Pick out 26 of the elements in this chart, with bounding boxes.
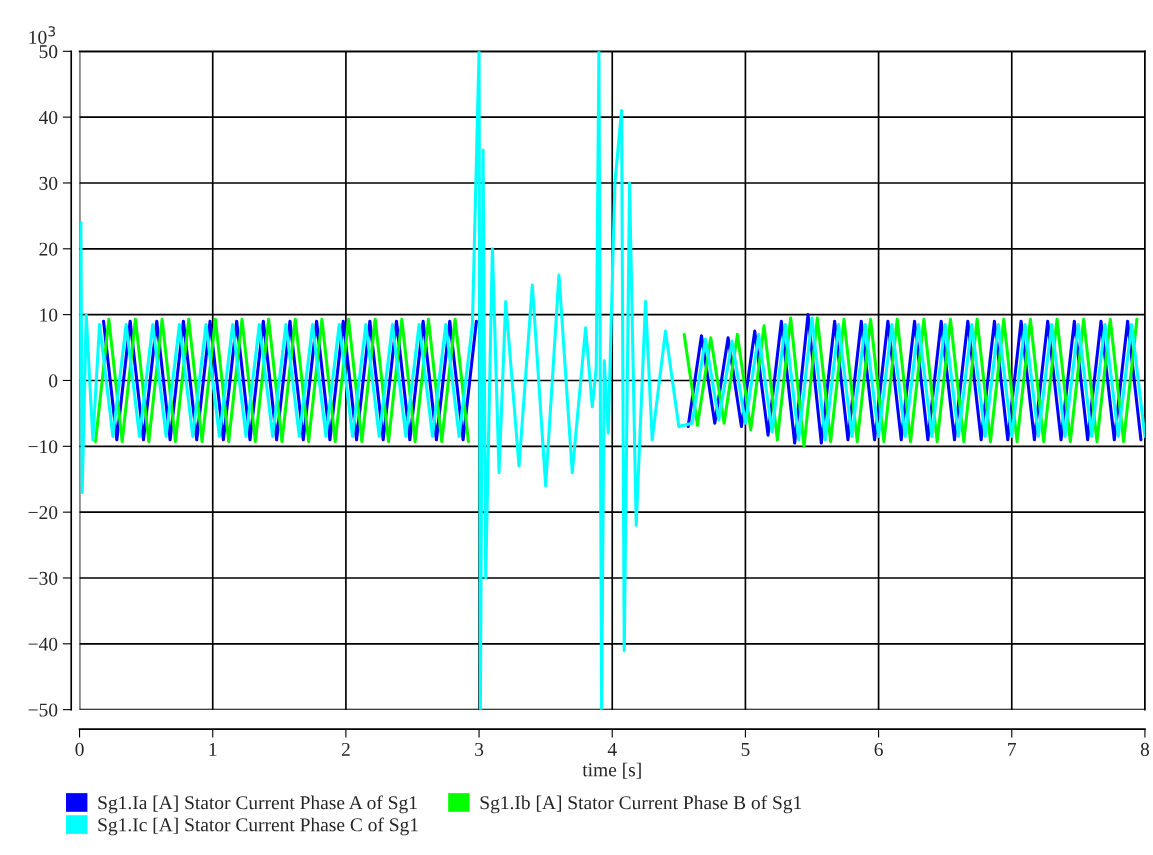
x-tick-label: 4 — [607, 742, 617, 756]
y-tick-label: 20 — [39, 242, 58, 256]
y-tick-label: −10 — [28, 440, 58, 454]
y-tick-label: 50 — [39, 45, 58, 59]
y-tick-label: 0 — [49, 374, 58, 388]
x-tick-label: 8 — [1140, 742, 1150, 756]
y-tick-label: −40 — [28, 637, 58, 651]
x-tick-label: 3 — [475, 742, 484, 756]
x-tick-label: 7 — [1008, 743, 1017, 756]
x-tick-label: 5 — [741, 743, 750, 756]
legend-label: Sg1.Ia [A] Stator Current Phase A of Sg1 — [98, 795, 417, 814]
x-tick-label: 0 — [75, 742, 84, 756]
y-tick-label: 40 — [38, 110, 58, 125]
y-tick-label: −50 — [28, 703, 58, 717]
line-series — [79, 51, 1145, 710]
y-tick-label: −20 — [28, 505, 58, 520]
legend-label: Sg1.Ic [A] Stator Current Phase C of Sg1 — [98, 817, 418, 836]
y-tick-label: −30 — [28, 571, 58, 585]
legend-label: Sg1.Ib [A] Stator Current Phase B of Sg1 — [480, 795, 802, 814]
x-tick-label: 2 — [341, 742, 350, 756]
x-tick-label: 1 — [209, 742, 217, 756]
y-tick-label: 10 — [40, 308, 58, 322]
x-tick-label: 6 — [874, 742, 883, 756]
x-axis-title: time [s] — [582, 762, 641, 779]
y-tick-label: 30 — [39, 176, 58, 190]
y-axis-title: 10$^{3}$ — [29, 26, 55, 44]
